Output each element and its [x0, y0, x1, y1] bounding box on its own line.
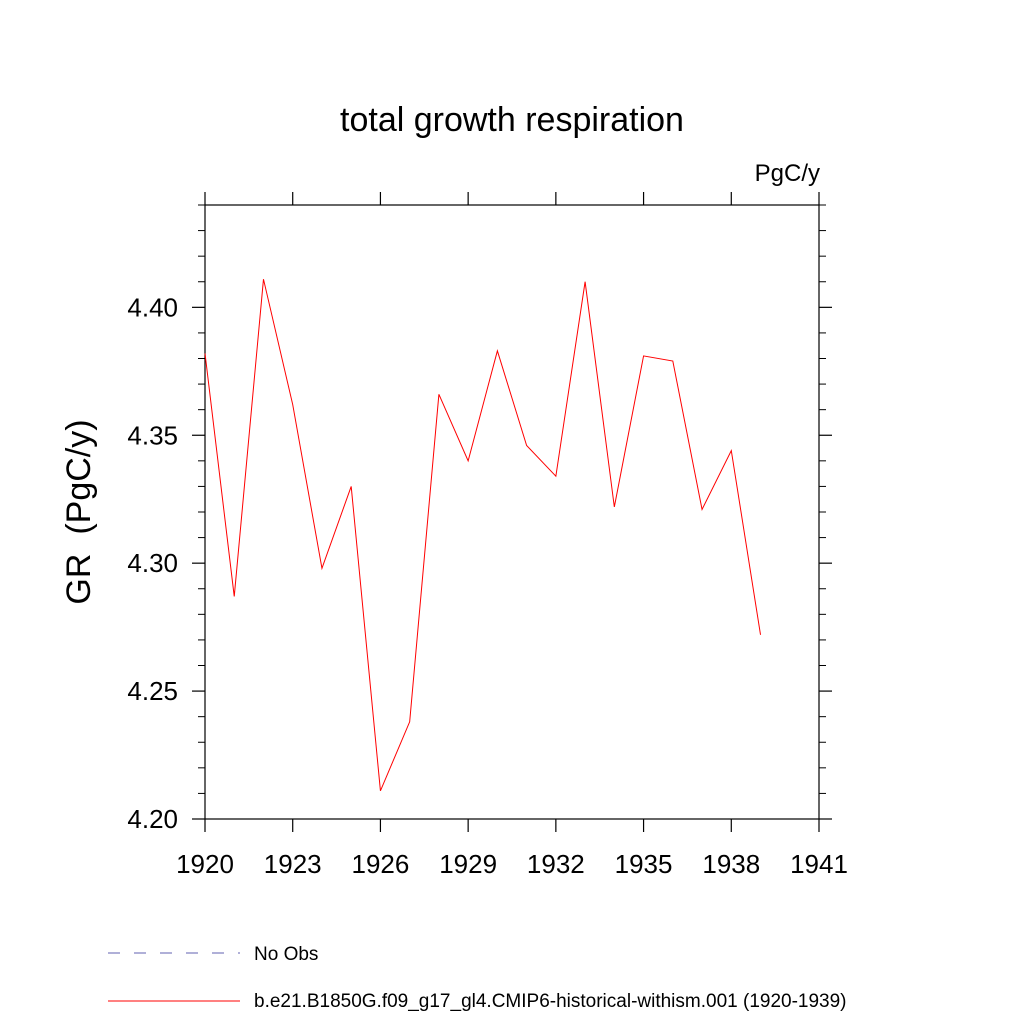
y-axis-label: GR (PgC/y)	[60, 419, 98, 604]
x-tick-label: 1935	[615, 849, 673, 879]
x-tick-label: 1920	[176, 849, 234, 879]
x-tick-label: 1938	[702, 849, 760, 879]
y-tick-label: 4.35	[127, 420, 178, 450]
x-tick-label: 1932	[527, 849, 585, 879]
chart-title: total growth respiration	[340, 101, 684, 139]
x-tick-label: 1926	[352, 849, 410, 879]
legend: No Obs b.e21.B1850G.f09_g17_gl4.CMIP6-hi…	[108, 944, 847, 1012]
y-tick-label: 4.30	[127, 548, 178, 578]
x-tick-label: 1929	[439, 849, 497, 879]
y-tick-label: 4.20	[127, 804, 178, 834]
y-tick-label: 4.40	[127, 292, 178, 322]
units-label: PgC/y	[755, 160, 820, 187]
legend-label-no-obs: No Obs	[254, 944, 318, 965]
plot-frame	[204, 204, 820, 820]
series-layer	[204, 279, 762, 792]
x-tick-label: 1941	[790, 849, 848, 879]
legend-label-model: b.e21.B1850G.f09_g17_gl4.CMIP6-historica…	[254, 991, 847, 1012]
series-line	[204, 279, 762, 792]
y-tick-label: 4.25	[127, 676, 178, 706]
x-tick-label: 1923	[264, 849, 322, 879]
ticks-layer: 1920 1923 1926 1929 1932 1935 1938 1941 4.20 4.25…	[127, 192, 848, 879]
